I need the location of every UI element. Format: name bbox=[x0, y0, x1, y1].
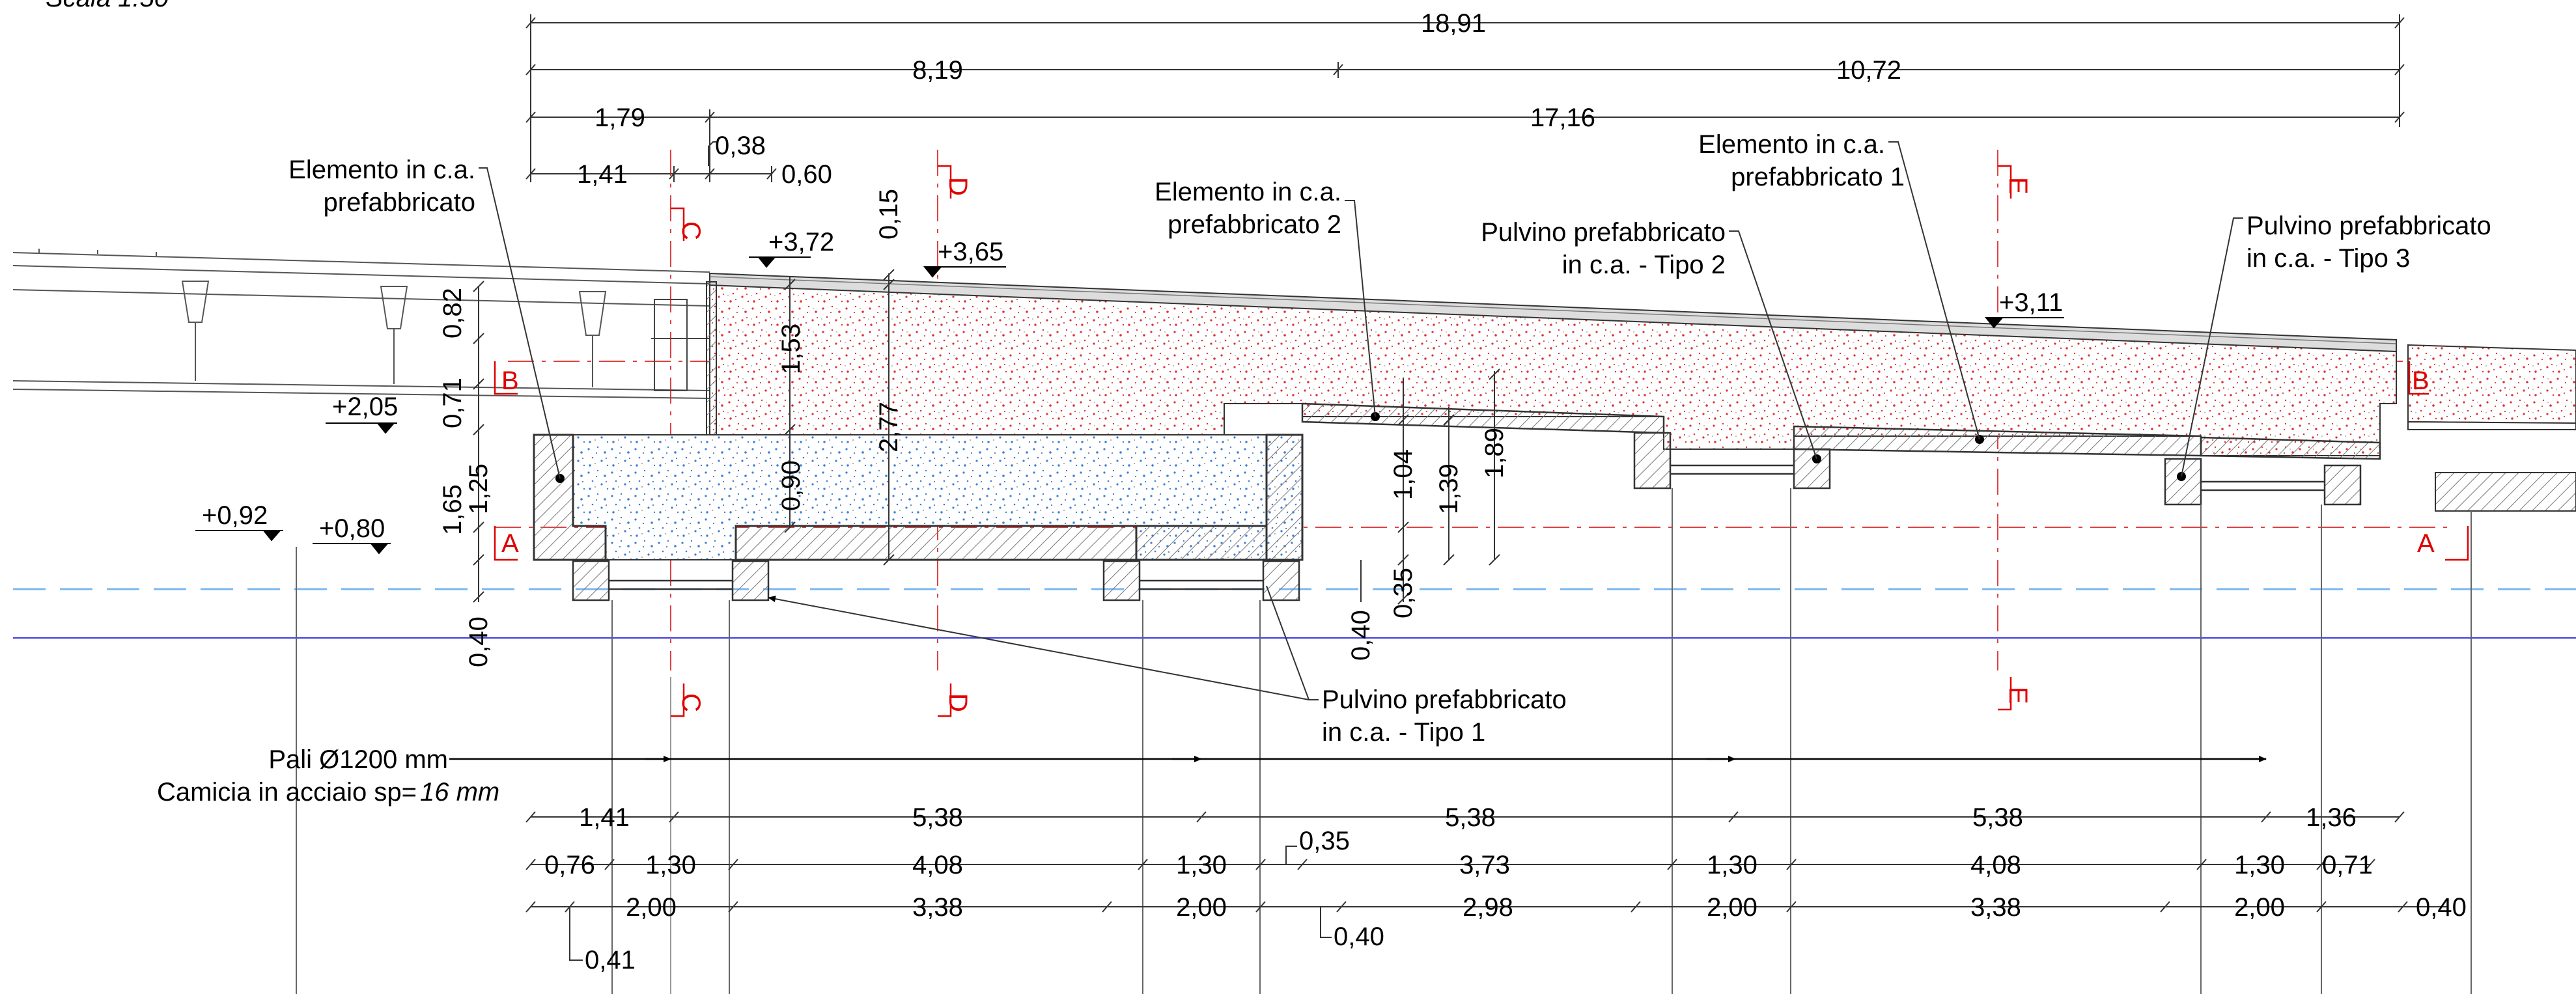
dim-v-082: 0,82 bbox=[438, 288, 467, 338]
label-elem-prefab2-l1: Elemento in c.a. bbox=[1155, 178, 1341, 206]
label-pulvino3-l1: Pulvino prefabbricato bbox=[2247, 212, 2491, 240]
precast-element-left bbox=[533, 434, 1304, 561]
dim-v-040-left: 0,40 bbox=[464, 616, 493, 667]
dim-v-090: 0,90 bbox=[777, 460, 805, 511]
section-a-left: A bbox=[501, 529, 519, 558]
label-pulvino2-l2: in c.a. - Tipo 2 bbox=[1562, 251, 1726, 279]
section-markers bbox=[494, 165, 2469, 717]
section-d-bottom: D bbox=[944, 693, 972, 712]
dim-b-r2-6: 3,73 bbox=[1459, 851, 1510, 879]
elevation-365: +3,65 bbox=[938, 238, 1003, 266]
scale-label: Scala 1:50 bbox=[46, 0, 169, 12]
section-a-right: A bbox=[2417, 529, 2435, 558]
dim-b-r2-10: 0,71 bbox=[2322, 851, 2373, 879]
dim-b-r2-3: 4,08 bbox=[912, 851, 963, 879]
dim-b-041: 0,41 bbox=[585, 946, 636, 974]
dim-v-277: 2,77 bbox=[875, 402, 903, 452]
dim-v-139: 1,39 bbox=[1435, 463, 1463, 514]
left-approach-deck bbox=[12, 249, 710, 399]
pulvino-blocks bbox=[572, 432, 2362, 601]
label-elem-prefab2-l2: prefabbricato 2 bbox=[1168, 210, 1341, 239]
label-elem-prefab-l1: Elemento in c.a. bbox=[288, 156, 475, 184]
dim-b-r3-2: 3,38 bbox=[912, 893, 963, 922]
section-c-top: C bbox=[677, 221, 705, 240]
dim-b-r3-4: 2,98 bbox=[1463, 893, 1513, 922]
precast-element-3 bbox=[2200, 436, 2381, 460]
dim-b-r2-5: 0,35 bbox=[1299, 827, 1350, 855]
dim-b-r1-1: 1,41 bbox=[579, 803, 630, 832]
dim-b-r3-1: 2,00 bbox=[626, 893, 677, 922]
section-e-top: E bbox=[2004, 177, 2032, 195]
label-camicia: Camicia in acciaio sp= bbox=[157, 778, 417, 807]
vertical-dimension-lines bbox=[473, 269, 1500, 605]
dim-b-r2-4: 1,30 bbox=[1176, 851, 1227, 879]
dim-b-r3-5: 2,00 bbox=[1707, 893, 1757, 922]
dim-v-035: 0,35 bbox=[1389, 568, 1418, 618]
label-pulvino2-l1: Pulvino prefabbricato bbox=[1481, 218, 1726, 247]
dim-b-r2-8: 4,08 bbox=[1970, 851, 2021, 879]
dim-total-length: 18,91 bbox=[1421, 9, 1486, 38]
label-camicia-value: 16 mm bbox=[420, 778, 499, 807]
elevation-372: +3,72 bbox=[768, 228, 834, 256]
label-pulvino1-l2: in c.a. - Tipo 1 bbox=[1322, 718, 1485, 747]
piles bbox=[296, 488, 2472, 994]
dim-179: 1,79 bbox=[595, 104, 645, 132]
elevation-311: +3,11 bbox=[1999, 288, 2063, 317]
elevation-092: +0,92 bbox=[202, 501, 268, 530]
section-b-left: B bbox=[501, 366, 519, 395]
dim-b-r3-7: 2,00 bbox=[2234, 893, 2285, 922]
section-e-bottom: E bbox=[2004, 687, 2032, 704]
dim-left-part: 8,19 bbox=[912, 56, 963, 85]
dim-038: 0,38 bbox=[715, 131, 766, 160]
section-c-bottom: C bbox=[677, 693, 705, 712]
dim-v-071: 0,71 bbox=[438, 378, 467, 428]
label-pali: Pali Ø1200 mm bbox=[268, 745, 448, 774]
deck-top-line bbox=[709, 276, 2397, 344]
section-b-right: B bbox=[2412, 366, 2429, 395]
top-dimension-lines bbox=[525, 14, 2405, 182]
dim-v-104: 1,04 bbox=[1389, 449, 1418, 500]
dim-v-189: 1,89 bbox=[1480, 428, 1509, 478]
callout-leaders bbox=[479, 141, 2243, 700]
dim-v-040-right: 0,40 bbox=[1347, 610, 1375, 661]
right-adjacent-deck bbox=[2407, 344, 2576, 512]
dim-b-r2-9: 1,30 bbox=[2234, 851, 2285, 879]
dim-v-015: 0,15 bbox=[875, 189, 903, 240]
dim-b-r1-2: 5,38 bbox=[912, 803, 963, 832]
dim-060: 0,60 bbox=[781, 160, 832, 189]
dim-v-153: 1,53 bbox=[777, 324, 805, 374]
dim-v-165: 1,65 bbox=[438, 484, 467, 535]
elevation-triangles bbox=[195, 256, 2064, 555]
dim-b-r1-4: 5,38 bbox=[1972, 803, 2023, 832]
label-elem-prefab-l2: prefabbricato bbox=[324, 188, 475, 217]
dim-b-r3-6: 3,38 bbox=[1970, 893, 2021, 922]
label-pulvino3-l2: in c.a. - Tipo 3 bbox=[2247, 244, 2410, 273]
dim-right-part: 10,72 bbox=[1836, 56, 1901, 85]
dim-1716: 17,16 bbox=[1530, 104, 1595, 132]
elevation-080: +0,80 bbox=[319, 514, 385, 543]
bottom-dimension-lines bbox=[525, 811, 2448, 961]
dim-b-r3-3: 2,00 bbox=[1176, 893, 1227, 922]
precast-wall-upper bbox=[706, 281, 717, 435]
label-elem-prefab1-l1: Elemento in c.a. bbox=[1698, 130, 1885, 159]
section-d-top: D bbox=[944, 177, 972, 196]
dim-b-r1-5: 1,36 bbox=[2306, 803, 2357, 832]
elevation-205: +2,05 bbox=[332, 393, 398, 421]
label-elem-prefab1-l2: prefabbricato 1 bbox=[1731, 163, 1905, 191]
dim-b-r2-2: 1,30 bbox=[645, 851, 696, 879]
dim-b-040: 0,40 bbox=[1334, 922, 1384, 951]
dim-b-r2-1: 0,76 bbox=[544, 851, 595, 879]
dim-b-r1-3: 5,38 bbox=[1445, 803, 1496, 832]
dim-b-r3-8: 0,40 bbox=[2416, 893, 2467, 922]
dim-v-125: 1,25 bbox=[464, 463, 493, 514]
label-pulvino1-l1: Pulvino prefabbricato bbox=[1322, 685, 1567, 714]
dim-b-r2-7: 1,30 bbox=[1707, 851, 1757, 879]
dim-141-top: 1,41 bbox=[577, 160, 628, 189]
